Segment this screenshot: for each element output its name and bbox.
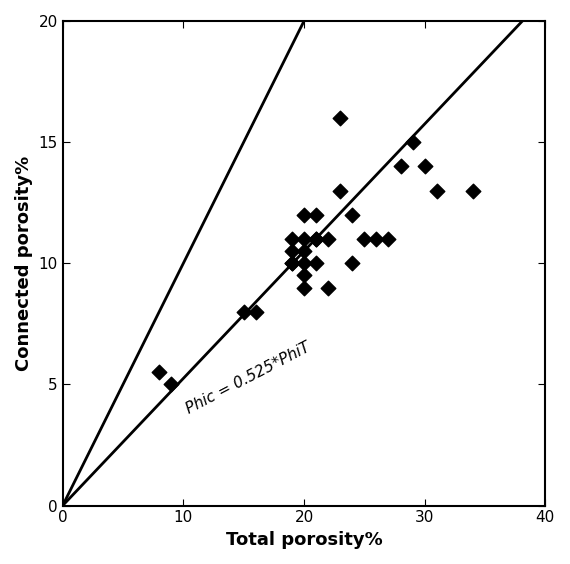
Point <box>251 307 260 316</box>
Point <box>360 235 369 244</box>
Point <box>396 162 405 171</box>
Point <box>336 186 345 195</box>
X-axis label: Total porosity%: Total porosity% <box>226 531 382 549</box>
Point <box>287 259 296 268</box>
Point <box>166 380 176 389</box>
Y-axis label: Connected porosity%: Connected porosity% <box>15 156 33 371</box>
Point <box>154 368 164 377</box>
Point <box>348 210 357 219</box>
Point <box>432 186 441 195</box>
Point <box>299 283 308 292</box>
Point <box>348 259 357 268</box>
Point <box>408 138 417 147</box>
Point <box>299 271 308 280</box>
Point <box>312 235 321 244</box>
Point <box>372 235 381 244</box>
Point <box>469 186 478 195</box>
Text: Phic = 0.525*PhiT: Phic = 0.525*PhiT <box>184 340 313 416</box>
Point <box>239 307 249 316</box>
Point <box>299 259 308 268</box>
Point <box>324 235 333 244</box>
Point <box>312 210 321 219</box>
Point <box>312 235 321 244</box>
Point <box>299 210 308 219</box>
Point <box>336 113 345 122</box>
Point <box>287 246 296 255</box>
Point <box>299 235 308 244</box>
Point <box>287 235 296 244</box>
Point <box>287 259 296 268</box>
Point <box>420 162 429 171</box>
Point <box>299 246 308 255</box>
Point <box>384 235 393 244</box>
Point <box>312 259 321 268</box>
Point <box>324 283 333 292</box>
